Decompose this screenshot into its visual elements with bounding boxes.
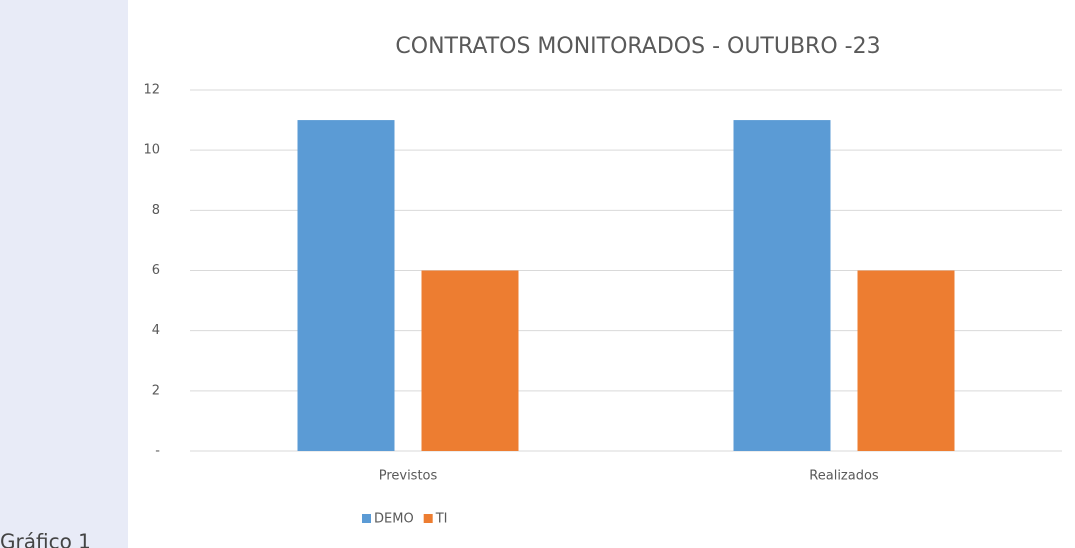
y-tick-label: -	[155, 444, 160, 459]
x-tick-label: Realizados	[809, 469, 879, 484]
y-tick-label: 12	[143, 83, 160, 98]
bar	[733, 120, 831, 451]
chart-title: CONTRATOS MONITORADOS - OUTUBRO -23	[395, 34, 880, 59]
y-tick-label: 6	[152, 263, 160, 278]
legend-label: DEMO	[374, 512, 414, 527]
bar	[297, 120, 395, 451]
x-tick-label: Previstos	[379, 469, 438, 484]
legend-swatch	[362, 514, 371, 523]
bar	[421, 270, 519, 451]
legend-swatch	[423, 514, 433, 523]
legend-label: TI	[435, 512, 448, 527]
bar	[857, 270, 955, 451]
y-tick-label: 2	[152, 383, 160, 398]
y-tick-label: 10	[143, 143, 160, 158]
side-panel	[0, 0, 128, 548]
y-tick-label: 4	[152, 323, 160, 338]
y-tick-label: 8	[152, 203, 160, 218]
caption: Gráfico 1	[0, 530, 91, 548]
